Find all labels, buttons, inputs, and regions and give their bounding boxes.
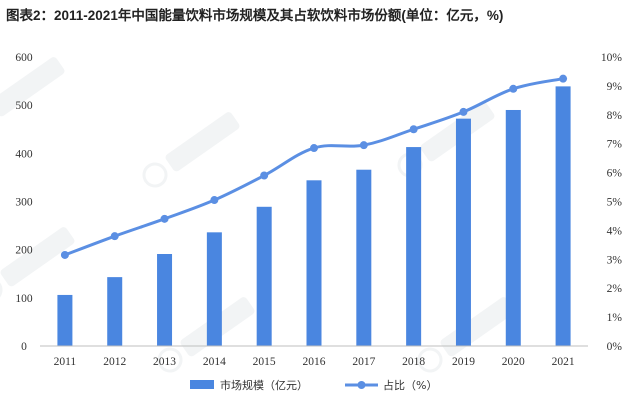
- line-point: [60, 250, 69, 259]
- x-tick-label: 2017: [352, 356, 375, 368]
- line-point: [160, 214, 169, 223]
- y-right-tick-label: 1%: [607, 312, 623, 324]
- x-tick-label: 2020: [502, 356, 525, 368]
- line-point: [310, 144, 318, 153]
- x-tick-label: 2013: [153, 356, 176, 368]
- x-tick-label: 2015: [253, 356, 276, 368]
- y-left-tick-label: 100: [15, 293, 33, 305]
- legend: 市场规模（亿元） 占比（%）: [190, 378, 437, 392]
- y-right-tick-label: 9%: [607, 81, 623, 93]
- legend-line-label: 占比（%）: [383, 378, 437, 392]
- line-point: [509, 84, 518, 93]
- y-left-tick-label: 400: [15, 148, 33, 160]
- y-right-tick-label: 5%: [607, 197, 623, 209]
- y-left-tick-label: 200: [15, 245, 33, 257]
- y-right-tick-label: 4%: [607, 225, 623, 237]
- x-tick-label: 2019: [452, 356, 475, 368]
- y-right-tick-label: 0%: [607, 341, 623, 353]
- y-right-tick-label: 2%: [607, 283, 623, 295]
- y-left-tick-label: 500: [15, 100, 33, 112]
- y-right-tick-label: 3%: [607, 254, 623, 266]
- y-right-tick-label: 6%: [607, 168, 623, 180]
- line-point: [260, 171, 269, 180]
- bar: [107, 277, 123, 346]
- y-right-tick-label: 7%: [607, 139, 623, 151]
- bar: [206, 232, 222, 346]
- y-right-tick-label: 8%: [607, 110, 623, 122]
- bar: [455, 118, 471, 346]
- bar: [555, 86, 571, 347]
- y-left-tick-label: 0: [21, 341, 27, 353]
- chart-title: 图表2：2011-2021年中国能量饮料市场规模及其占软饮料市场份额(单位：亿元…: [6, 8, 504, 23]
- y-right-tick-label: 10%: [601, 52, 623, 64]
- bar: [406, 147, 422, 346]
- x-tick-label: 2016: [303, 356, 326, 368]
- line-point: [359, 141, 368, 150]
- bar: [256, 206, 272, 346]
- legend-line-marker: [357, 381, 366, 389]
- x-tick-label: 2018: [402, 356, 425, 368]
- y-left-tick-label: 300: [15, 197, 33, 209]
- line-point: [110, 232, 119, 241]
- line-point: [409, 125, 418, 134]
- line-point: [210, 196, 219, 205]
- bar: [57, 294, 73, 346]
- line-point: [559, 74, 568, 83]
- bar: [356, 169, 372, 346]
- legend-bar-label: 市场规模（亿元）: [220, 378, 308, 392]
- bar: [157, 254, 173, 346]
- y-left-tick-label: 600: [15, 52, 33, 64]
- legend-bar-swatch: [190, 380, 214, 389]
- x-tick-label: 2021: [552, 356, 575, 368]
- bar: [505, 109, 521, 346]
- bar: [306, 180, 322, 346]
- line-point: [459, 107, 468, 116]
- x-tick-label: 2011: [54, 356, 77, 368]
- x-tick-label: 2012: [103, 356, 126, 368]
- x-tick-label: 2014: [203, 356, 226, 368]
